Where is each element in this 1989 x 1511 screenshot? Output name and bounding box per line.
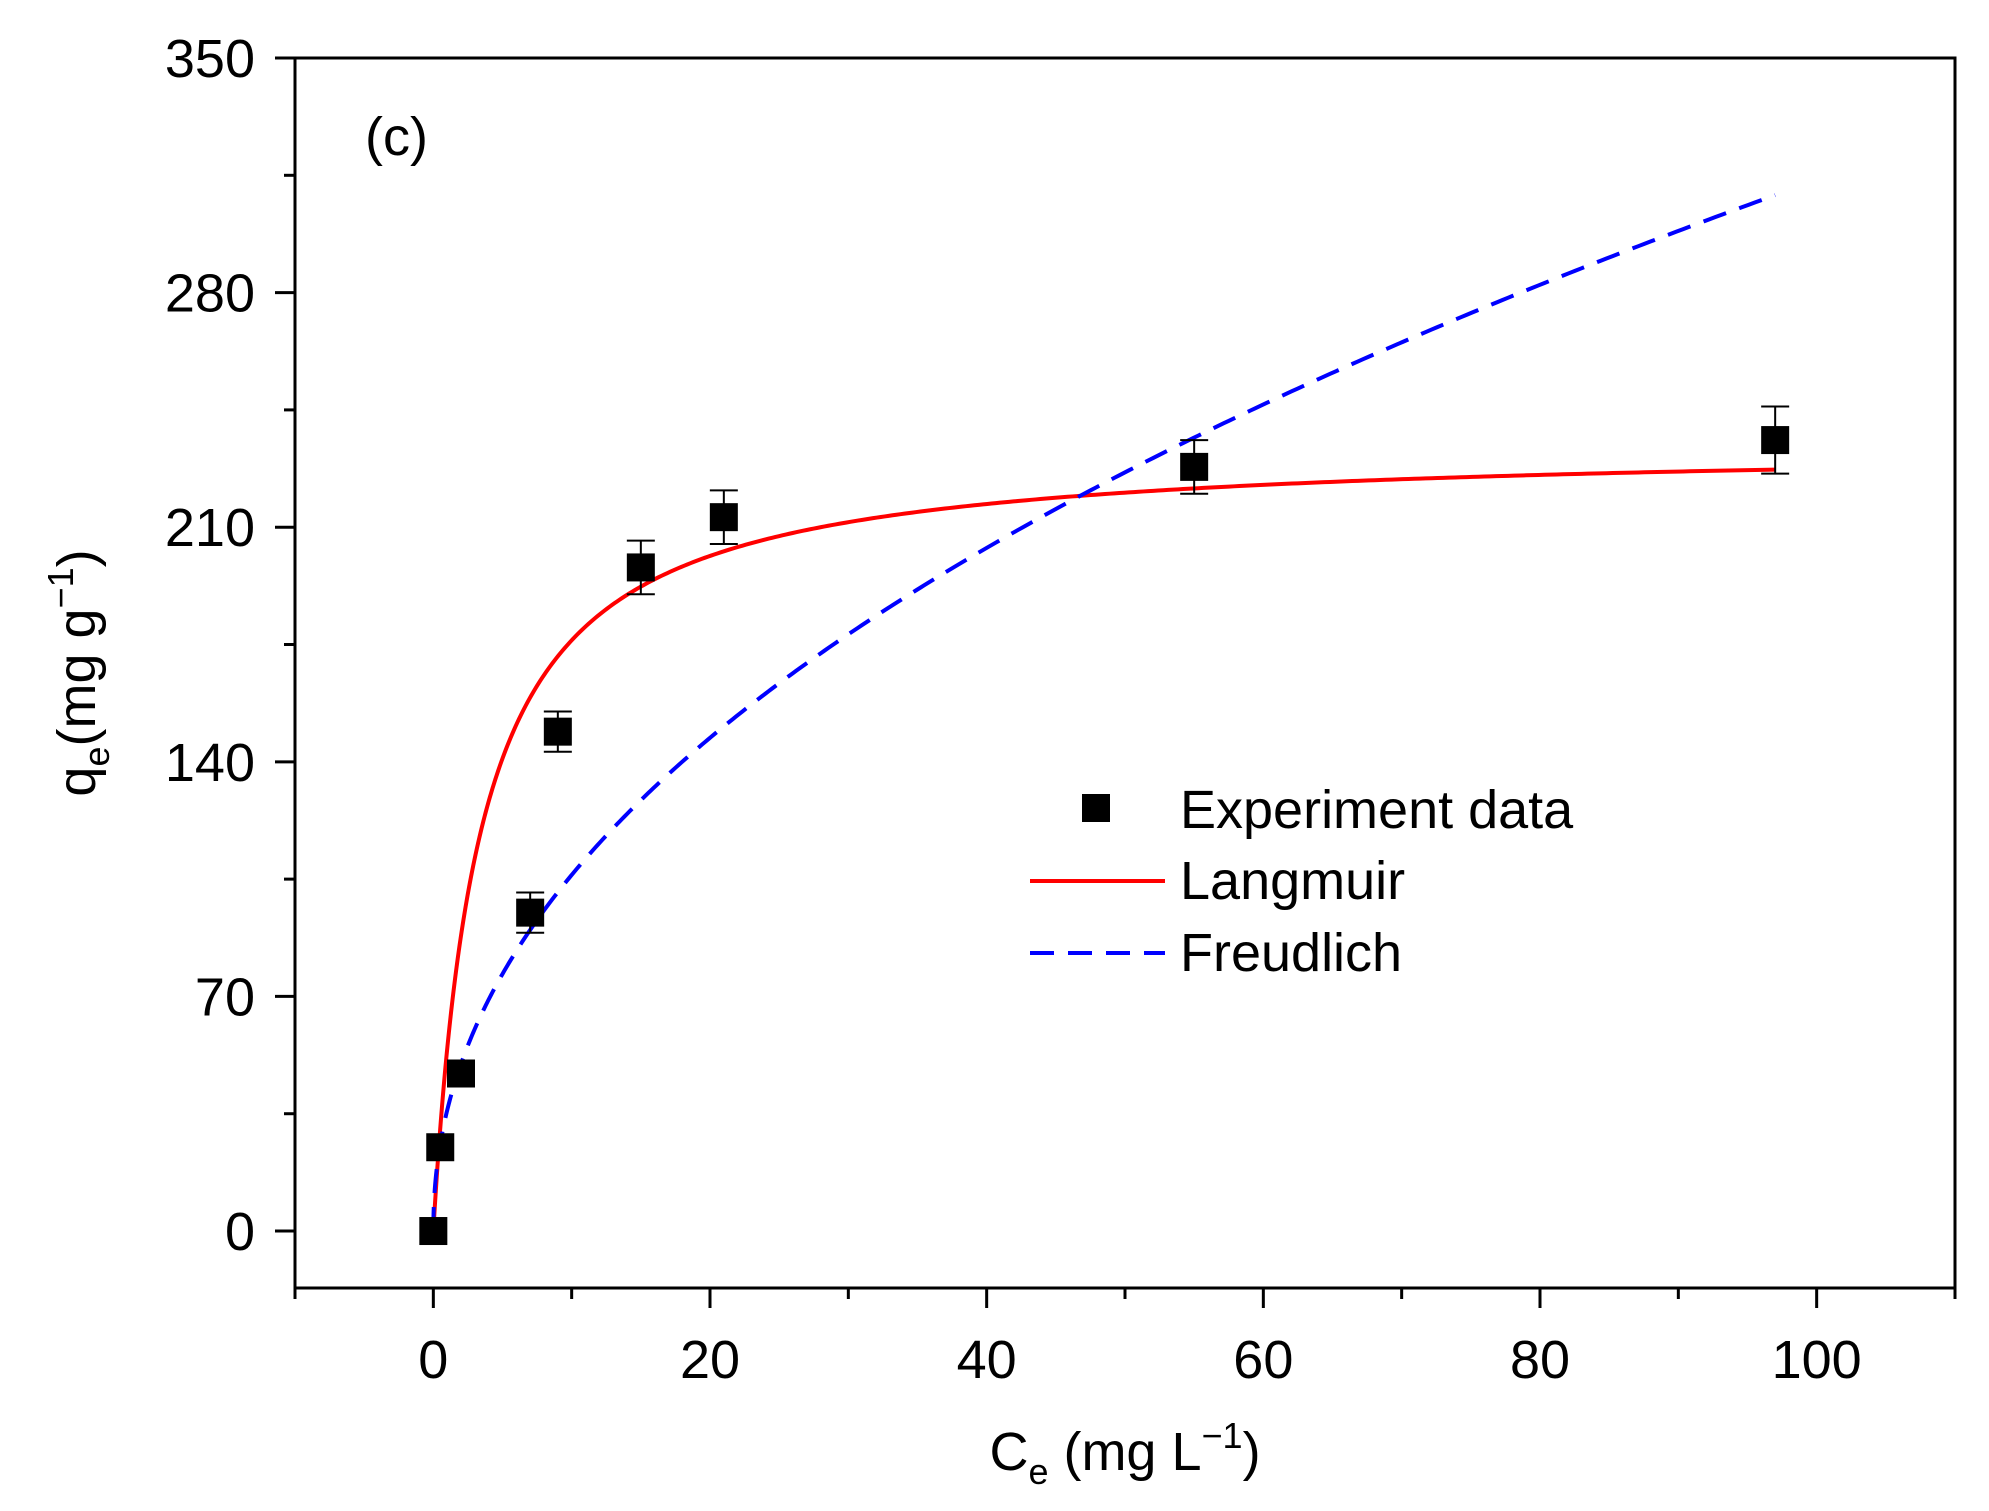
x-tick-label: 0	[418, 1330, 448, 1390]
y-tick-label: 350	[165, 29, 255, 89]
data-point	[626, 553, 655, 582]
x-tick-label: 100	[1772, 1330, 1862, 1390]
y-tick-label: 280	[165, 264, 255, 324]
fit-curves	[431, 193, 1776, 1232]
freudlich-curve	[431, 193, 1776, 1232]
y-axis: 0 70 140 210 280 350	[165, 29, 295, 1262]
panel-label: (c)	[365, 107, 428, 167]
x-tick-label: 80	[1510, 1330, 1570, 1390]
data-point	[543, 717, 572, 746]
data-point	[419, 1217, 448, 1246]
data-point	[516, 898, 545, 927]
legend-marker-experiment	[1082, 794, 1110, 822]
data-points	[419, 405, 1790, 1246]
x-axis: 0 20 40 60 80 100	[293, 1288, 1957, 1390]
legend-label-freudlich: Freudlich	[1180, 923, 1402, 983]
y-tick-label: 0	[225, 1202, 255, 1262]
x-axis-title: Ce (mg L−1)	[989, 1415, 1260, 1492]
data-point	[1761, 426, 1790, 455]
langmuir-curve	[431, 467, 1776, 1232]
legend: Experiment data Langmuir Freudlich	[1030, 780, 1574, 983]
data-point	[1180, 452, 1209, 481]
data-point	[447, 1059, 475, 1088]
x-tick-label: 20	[680, 1330, 740, 1390]
legend-label-experiment: Experiment data	[1180, 780, 1574, 840]
y-tick-label: 70	[195, 967, 255, 1027]
data-point	[709, 503, 738, 532]
data-point	[426, 1133, 455, 1162]
x-tick-label: 40	[957, 1330, 1017, 1390]
legend-label-langmuir: Langmuir	[1180, 851, 1405, 911]
x-tick-label: 60	[1233, 1330, 1293, 1390]
y-axis-title: qe(mg g−1)	[40, 549, 117, 796]
y-tick-label: 140	[165, 733, 255, 793]
y-tick-label: 210	[165, 498, 255, 558]
